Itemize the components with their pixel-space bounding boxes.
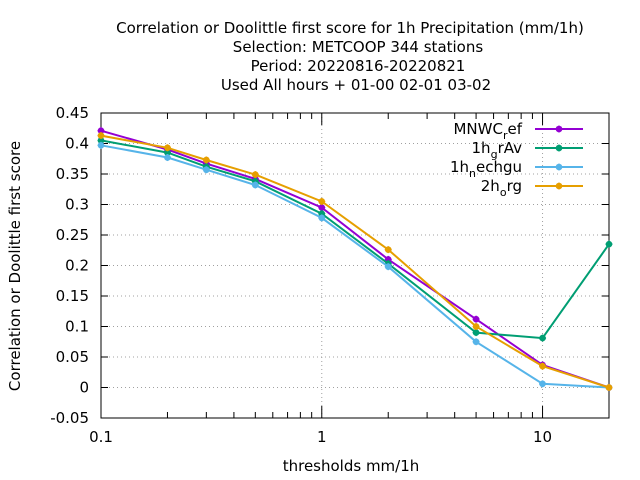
series-line: [100, 144, 610, 389]
legend-item: 1hnechgu: [450, 158, 583, 180]
legend-label: 1hnechgu: [450, 158, 522, 180]
legend-label-part: MNWC: [453, 120, 502, 138]
grid: [101, 113, 609, 418]
series-3: [97, 132, 613, 391]
legend-item: 1hgrAv: [472, 139, 583, 161]
legend-label-part: n: [469, 167, 476, 180]
legend-label: 1hgrAv: [472, 139, 523, 161]
legend-label-part: rAv: [498, 139, 523, 157]
y-tick-label: 0.15: [56, 287, 89, 305]
title-line-4: Used All hours + 01-00 02-01 03-02: [221, 76, 491, 94]
series-lines: [97, 127, 613, 391]
legend-label-part: 1h: [472, 139, 491, 157]
legend-label-part: 1h: [450, 158, 469, 176]
series-line: [100, 129, 610, 389]
y-tick-label: -0.05: [50, 409, 89, 427]
legend-label-part: 2h: [481, 177, 500, 195]
y-tick-label: 0.1: [65, 318, 89, 336]
x-tick-label: 1: [317, 428, 327, 446]
legend-item: 2horg: [481, 177, 583, 199]
series-1: [97, 136, 613, 342]
title-line-2: Selection: METCOOP 344 stations: [233, 38, 484, 56]
legend-label: MNWCref: [453, 120, 522, 142]
y-tick-label: 0.2: [65, 257, 89, 275]
y-tick-label: 0.05: [56, 348, 89, 366]
legend-label-part: o: [500, 186, 507, 199]
y-tick-label: 0: [79, 379, 89, 397]
title-line-3: Period: 20220816-20220821: [251, 57, 466, 75]
series-2: [97, 141, 613, 391]
series-line: [100, 139, 610, 340]
legend-item: MNWCref: [453, 120, 583, 142]
y-tick-label: 0.3: [65, 196, 89, 214]
y-tick-label: 0.4: [65, 135, 89, 153]
y-tick-label: 0.35: [56, 165, 89, 183]
legend-label-part: echgu: [476, 158, 522, 176]
x-axis-label: thresholds mm/1h: [283, 457, 420, 475]
legend-label-part: ef: [507, 120, 522, 138]
chart-title: Correlation or Doolittle first score for…: [116, 19, 584, 94]
x-tick-label: 0.1: [89, 428, 113, 446]
legend-label: 2horg: [481, 177, 522, 199]
series-line: [100, 134, 610, 389]
legend-label-part: r: [503, 129, 508, 142]
y-tick-label: 0.45: [56, 104, 89, 122]
legend-label-part: rg: [507, 177, 522, 195]
axes: -0.05 0 0.05 0.1 0.15 0.2 0.25 0.3 0.35 0.4 0.45 0.…: [50, 104, 610, 446]
title-line-1: Correlation or Doolittle first score for…: [116, 19, 584, 37]
legend-label-part: g: [491, 148, 498, 161]
x-tick-label: 10: [533, 428, 552, 446]
y-axis-label: Correlation or Doolittle first score: [6, 141, 24, 391]
y-tick-label: 0.25: [56, 226, 89, 244]
